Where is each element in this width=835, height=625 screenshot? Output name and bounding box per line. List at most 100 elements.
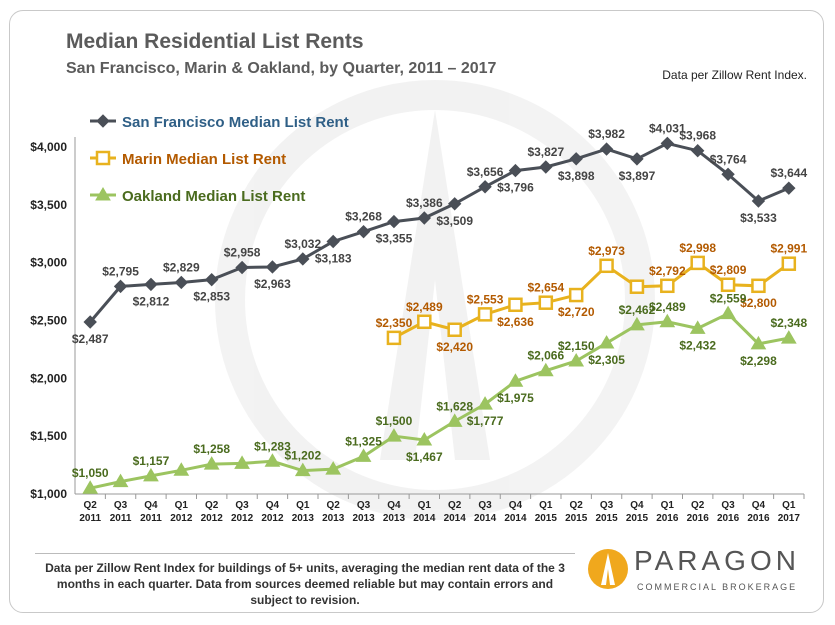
data-label-sf: $3,533 xyxy=(740,211,777,225)
data-point-sf xyxy=(751,194,766,208)
watermark-logo xyxy=(215,80,655,520)
data-label-oakland: $2,489 xyxy=(649,300,686,314)
data-point-sf xyxy=(508,163,523,178)
data-label-marin: $2,636 xyxy=(497,315,534,329)
x-tick-label-year: 2015 xyxy=(535,513,558,524)
x-tick-label-quarter: Q4 xyxy=(752,500,766,511)
data-point-marin xyxy=(720,277,736,293)
data-point-oakland xyxy=(780,330,797,344)
x-tick-label-quarter: Q2 xyxy=(84,500,98,511)
x-tick-label-quarter: Q3 xyxy=(600,500,614,511)
x-tick-label-quarter: Q2 xyxy=(327,500,341,511)
data-point-marin xyxy=(417,314,432,330)
data-label-marin: $2,420 xyxy=(436,340,473,354)
x-tick-label-quarter: Q1 xyxy=(539,500,553,511)
x-tick-label-quarter: Q1 xyxy=(418,500,432,511)
footer-divider xyxy=(35,553,575,554)
x-tick-label-year: 2012 xyxy=(261,513,284,524)
x-tick-label-year: 2015 xyxy=(626,513,649,524)
data-label-oakland: $2,150 xyxy=(558,339,595,353)
data-point-oakland xyxy=(568,352,585,367)
x-tick-label-year: 2011 xyxy=(79,513,101,524)
data-label-sf: $3,355 xyxy=(376,232,413,246)
y-tick-label: $1,000 xyxy=(30,487,67,501)
data-point-sf xyxy=(265,260,280,274)
data-point-sf xyxy=(417,211,432,225)
data-label-oakland: $2,348 xyxy=(770,316,807,330)
x-tick-label-quarter: Q4 xyxy=(630,500,644,511)
data-label-sf: $2,829 xyxy=(163,260,200,274)
data-label-oakland: $1,258 xyxy=(193,442,230,456)
data-point-sf xyxy=(447,197,462,211)
x-tick-label-year: 2012 xyxy=(201,513,224,524)
data-label-marin: $2,998 xyxy=(679,241,716,255)
x-tick-label-year: 2013 xyxy=(322,513,345,524)
source-note: Data per Zillow Rent Index. xyxy=(662,68,807,82)
data-point-oakland xyxy=(325,461,342,475)
data-point-marin xyxy=(477,307,493,322)
data-point-sf xyxy=(721,167,735,182)
y-tick-label: $4,000 xyxy=(30,140,67,154)
data-point-oakland xyxy=(264,453,281,467)
data-point-oakland xyxy=(112,473,129,488)
data-point-sf xyxy=(599,142,614,156)
x-tick-label-year: 2016 xyxy=(687,513,710,524)
data-point-oakland xyxy=(203,456,220,470)
data-label-marin: $2,809 xyxy=(710,263,747,277)
legend-marker-oakland xyxy=(95,187,111,201)
data-label-oakland: $2,298 xyxy=(740,354,777,368)
series-oakland: $1,050 $1,157 $1,258 $1,283$1,202 $1,325 $1,5… xyxy=(72,292,807,494)
data-label-oakland: $1,777 xyxy=(467,414,504,428)
data-label-oakland: $2,432 xyxy=(679,338,716,352)
data-label-sf: $2,963 xyxy=(254,277,291,291)
x-tick-label-quarter: Q1 xyxy=(661,500,675,511)
x-tick-label-quarter: Q1 xyxy=(296,500,310,511)
x-tick-label-quarter: Q2 xyxy=(448,500,462,511)
data-point-sf xyxy=(569,152,583,166)
x-tick-label-quarter: Q3 xyxy=(478,500,492,511)
data-label-sf: $3,509 xyxy=(436,214,473,228)
data-point-marin xyxy=(660,278,675,294)
legend-marker-sf xyxy=(96,114,110,128)
data-label-oakland: $1,500 xyxy=(376,414,413,428)
x-tick-label-quarter: Q4 xyxy=(387,500,401,511)
data-point-oakland xyxy=(537,362,554,377)
data-label-sf: $3,268 xyxy=(345,210,382,224)
data-point-oakland xyxy=(689,320,706,334)
data-point-sf xyxy=(478,180,492,194)
data-label-oakland: $2,462 xyxy=(619,303,656,317)
data-label-sf: $4,031 xyxy=(649,121,686,135)
x-tick-label-year: 2012 xyxy=(231,513,254,524)
y-tick-label: $3,000 xyxy=(30,256,67,270)
x-tick-label-year: 2014 xyxy=(504,513,527,524)
data-label-oakland: $1,050 xyxy=(72,466,109,480)
data-point-oakland xyxy=(355,448,372,462)
data-label-marin: $2,654 xyxy=(527,281,564,295)
data-label-sf: $3,386 xyxy=(406,196,443,210)
data-label-sf: $3,898 xyxy=(558,169,595,183)
chart-subtitle: San Francisco, Marin & Oakland, by Quart… xyxy=(66,60,497,77)
data-label-oakland: $1,325 xyxy=(345,434,382,448)
paragon-logo-icon xyxy=(588,549,628,589)
data-point-sf xyxy=(660,136,675,151)
data-point-oakland xyxy=(598,335,615,349)
paragon-logo: PARAGON COMMERCIAL BROKERAGE xyxy=(582,545,822,605)
data-label-marin: $2,720 xyxy=(558,305,595,319)
data-point-oakland xyxy=(750,335,767,350)
data-label-marin: $2,991 xyxy=(770,242,807,256)
series-sf: $2,487 $2,795 $2,812 $2,829 $2,853 $2,958 $2,9… xyxy=(72,121,808,346)
x-tick-label-quarter: Q3 xyxy=(357,500,371,511)
x-tick-label-quarter: Q4 xyxy=(144,500,158,511)
x-tick-label-year: 2014 xyxy=(444,513,467,524)
y-tick-label: $3,500 xyxy=(30,198,67,212)
x-tick-label-quarter: Q1 xyxy=(782,500,796,511)
x-tick-label-quarter: Q3 xyxy=(114,500,128,511)
x-tick-label-quarter: Q1 xyxy=(175,500,189,511)
x-tick-label-quarter: Q2 xyxy=(691,500,705,511)
data-point-sf xyxy=(204,272,219,287)
y-tick-label: $1,500 xyxy=(30,429,67,443)
data-label-oakland: $2,559 xyxy=(710,292,747,306)
x-tick-label-year: 2017 xyxy=(778,513,801,524)
data-point-oakland xyxy=(720,305,736,320)
